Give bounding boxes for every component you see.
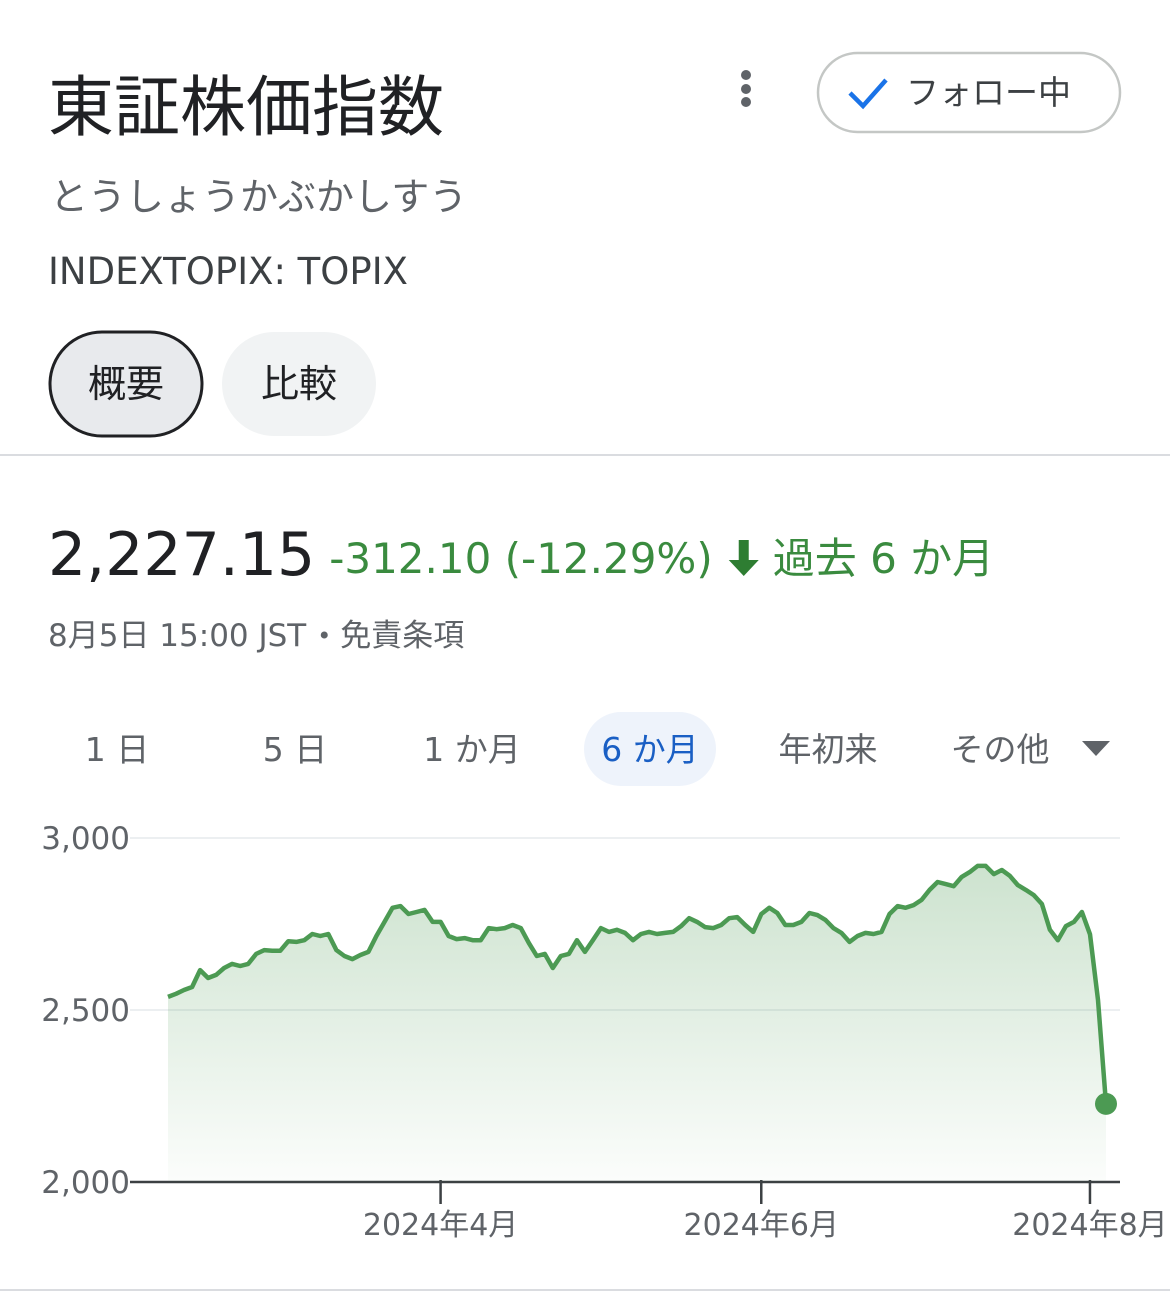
price: 2,227.15 [48, 520, 315, 590]
range-label: 5 日 [263, 730, 328, 769]
tab-label: 比較 [261, 362, 337, 406]
range-label: 年初来 [779, 730, 878, 769]
title: 東証株価指数 [48, 69, 444, 146]
range-label: 1 日 [85, 730, 150, 769]
range-label: 1 か月 [423, 730, 521, 769]
range-button[interactable]: 1 日 [85, 730, 150, 769]
range-highlight [584, 712, 716, 786]
chart: 2,000 2,500 3,000 2024年4月 2024年6月 2024年8月 [41, 821, 1167, 1243]
range-label: その他 [951, 730, 1050, 769]
dot [741, 84, 751, 94]
price-change: -312.10 (-12.29%) [329, 534, 713, 583]
follow-button[interactable]: フォロー中 [816, 51, 1122, 134]
dropdown-caret [1082, 741, 1110, 756]
tab[interactable]: 概要 [48, 330, 204, 438]
separator-dot [320, 631, 328, 639]
button-frame [816, 51, 1122, 134]
ticker: INDEXTOPIX: TOPIX [48, 250, 408, 293]
check-icon [848, 78, 888, 110]
range-button[interactable]: 6 か月 [584, 712, 716, 786]
x-tick-label: 2024年8月 [1012, 1208, 1167, 1243]
x-tick-label: 2024年4月 [363, 1208, 518, 1243]
tab-pill [222, 332, 376, 436]
y-tick-label: 2,500 [41, 993, 130, 1029]
down-arrow [728, 540, 759, 576]
range-label: 6 か月 [601, 730, 699, 769]
reading: とうしょうかぶかしすう [50, 175, 467, 219]
dot [741, 70, 751, 80]
range-button[interactable]: その他 [951, 730, 1111, 769]
follow-label: フォロー中 [906, 73, 1071, 112]
more-menu[interactable] [741, 70, 751, 107]
range-button[interactable]: 5 日 [263, 730, 328, 769]
y-tick-label: 3,000 [41, 821, 130, 857]
x-tick-label: 2024年6月 [684, 1208, 839, 1243]
area [168, 865, 1106, 1182]
last-point [1095, 1092, 1117, 1115]
line [167, 863, 1109, 1105]
tab-label: 概要 [88, 362, 164, 406]
tab[interactable]: 比較 [222, 332, 376, 436]
y-tick-label: 2,000 [41, 1165, 130, 1201]
change-period: 過去 6 か月 [773, 534, 994, 583]
dot [741, 97, 751, 107]
tab-pill [48, 330, 204, 438]
timestamp: 8月5日 15:00 JST [48, 618, 307, 654]
range-button[interactable]: 1 か月 [423, 730, 521, 769]
range-button[interactable]: 年初来 [779, 730, 878, 769]
disclaimer-link[interactable]: 免責条項 [340, 618, 464, 654]
